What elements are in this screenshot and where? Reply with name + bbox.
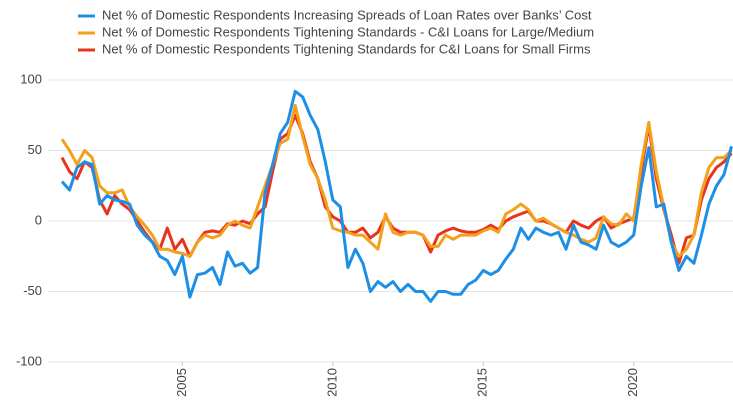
y-tick-label: 100 <box>20 71 42 86</box>
series-line <box>60 113 733 265</box>
x-tick-label: 2020 <box>625 368 640 397</box>
legend-label: Net % of Domestic Respondents Increasing… <box>102 7 592 22</box>
legend-label: Net % of Domestic Respondents Tightening… <box>102 24 594 39</box>
y-tick-label: 50 <box>28 142 42 157</box>
y-tick-label: -50 <box>23 283 42 298</box>
y-tick-label: -100 <box>16 353 42 368</box>
series-line <box>60 89 733 303</box>
x-tick-label: 2010 <box>324 368 339 397</box>
series-line <box>60 103 733 258</box>
legend-label: Net % of Domestic Respondents Tightening… <box>102 41 591 56</box>
x-tick-label: 2015 <box>475 368 490 397</box>
x-tick-label: 2005 <box>174 368 189 397</box>
y-tick-label: 0 <box>35 212 42 227</box>
